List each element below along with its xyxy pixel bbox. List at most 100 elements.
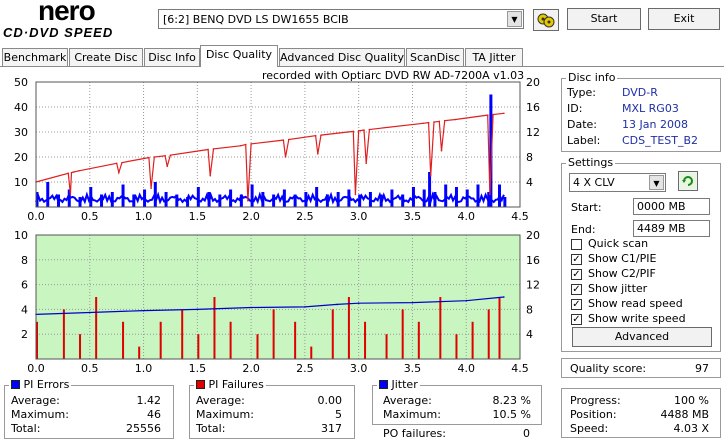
- y2-tick-label: 12: [526, 126, 540, 139]
- x-tick-label: 4.5: [511, 210, 529, 220]
- refresh-speeds-button[interactable]: [678, 171, 698, 191]
- data-point: [438, 120, 441, 123]
- tab-scandisc[interactable]: ScanDisc: [406, 48, 464, 66]
- x-tick-label: 4.5: [511, 362, 529, 373]
- pi-errors-legend-icon: [11, 380, 20, 389]
- tab-create-disc[interactable]: Create Disc: [69, 48, 143, 66]
- y-tick-label: 6: [21, 279, 28, 292]
- disc-label-label: Label:: [567, 134, 601, 147]
- pi-errors-average: 1.42: [136, 394, 162, 407]
- settings-title: Settings: [566, 156, 616, 169]
- pi-errors-title: PI Errors: [23, 378, 70, 391]
- data-point: [118, 171, 120, 174]
- data-point: [247, 199, 249, 202]
- tab-bar: Benchmark Create Disc Disc Info Disc Qua…: [2, 45, 722, 67]
- pi-errors-group: PI Errors Average: 1.42 Maximum: 46 Tota…: [4, 378, 174, 439]
- pi-errors-maximum-label: Maximum:: [11, 408, 69, 421]
- data-point: [67, 172, 70, 175]
- data-point: [244, 143, 247, 146]
- data-point: [196, 308, 199, 311]
- disc-info-title: Disc info: [566, 71, 618, 84]
- checkbox-label: Quick scan: [588, 237, 649, 250]
- x-tick-label: 2.5: [296, 362, 314, 373]
- pi-failures-group: PI Failures Average: 0.00 Maximum: 5 Tot…: [189, 378, 355, 439]
- data-point: [287, 138, 290, 141]
- y2-tick-label: 8: [526, 303, 533, 316]
- drive-select[interactable]: [6:2] BENQ DVD LS DW1655 BCIB ▼: [158, 9, 524, 29]
- disc-info-group: Disc info Type: DVD-R ID: MXL RG03 Date:…: [561, 71, 721, 152]
- checkbox[interactable]: ✓: [571, 254, 582, 265]
- y-tick-label: 4: [21, 303, 28, 316]
- checkbox-label: Show C1/PIE: [588, 252, 657, 265]
- data-point: [69, 193, 72, 196]
- start-button[interactable]: Start: [567, 8, 641, 30]
- speed-value: 4.03 X: [673, 422, 709, 435]
- checkbox[interactable]: ✓: [571, 284, 582, 295]
- y2-tick-label: 8: [526, 151, 533, 164]
- pi-errors-total: 25556: [126, 422, 161, 435]
- speed-chevron-down-icon[interactable]: ▼: [649, 175, 664, 190]
- checkbox[interactable]: ✓: [571, 299, 582, 310]
- nero-logo: nero: [38, 0, 96, 26]
- y2-tick-label: 16: [526, 254, 540, 267]
- tab-ta-jitter[interactable]: TA Jitter: [465, 48, 523, 66]
- x-tick-label: 2.0: [242, 362, 260, 373]
- jitter-maximum: 10.5 %: [492, 408, 531, 421]
- x-tick-label: 0.0: [27, 210, 45, 220]
- checkbox[interactable]: ✓: [571, 314, 582, 325]
- y2-tick-label: 16: [526, 101, 540, 114]
- checkbox[interactable]: [571, 239, 582, 250]
- speed-label: Speed:: [570, 422, 609, 435]
- x-tick-label: 3.5: [404, 210, 422, 220]
- drive-refresh-button[interactable]: [533, 9, 559, 31]
- disc-date-value: 13 Jan 2008: [622, 118, 688, 131]
- jitter-average-label: Average:: [383, 394, 432, 407]
- pi-failures-title: PI Failures: [208, 378, 264, 391]
- tab-disc-info[interactable]: Disc Info: [144, 48, 200, 66]
- disc-id-label: ID:: [567, 102, 583, 115]
- data-point: [250, 306, 252, 309]
- tab-disc-quality[interactable]: Disc Quality: [200, 45, 278, 67]
- jitter-legend-icon: [379, 380, 388, 389]
- plot-area: [36, 82, 520, 207]
- data-point: [284, 156, 287, 158]
- speed-select[interactable]: 4 X CLV ▼: [569, 173, 666, 192]
- data-point: [88, 311, 91, 314]
- jitter-title: Jitter: [391, 378, 418, 391]
- x-tick-label: 3.0: [350, 210, 368, 220]
- data-point: [282, 139, 285, 141]
- advanced-button[interactable]: Advanced: [572, 327, 712, 347]
- chevron-down-icon[interactable]: ▼: [507, 11, 522, 27]
- tab-benchmark[interactable]: Benchmark: [2, 48, 68, 66]
- x-tick-label: 1.0: [135, 210, 153, 220]
- x-tick-label: 0.0: [27, 362, 45, 373]
- data-point: [153, 156, 156, 158]
- data-point: [503, 112, 505, 115]
- y-tick-label: 20: [14, 151, 28, 164]
- data-point: [443, 119, 446, 122]
- position-value: 4488 MB: [660, 408, 709, 421]
- pie-noise-band: [35, 191, 505, 206]
- data-point: [433, 121, 435, 123]
- data-point: [363, 129, 365, 131]
- data-point: [411, 301, 414, 304]
- position-label: Position:: [570, 408, 617, 421]
- end-field[interactable]: 4489 MB: [633, 220, 710, 237]
- x-tick-label: 1.5: [189, 210, 207, 220]
- tab-divider: [0, 66, 724, 67]
- pi-failures-legend-icon: [196, 380, 205, 389]
- x-tick-label: 4.0: [457, 362, 475, 373]
- start-field[interactable]: 0000 MB: [633, 198, 710, 215]
- checkbox[interactable]: ✓: [571, 269, 582, 280]
- x-tick-label: 1.5: [189, 362, 207, 373]
- pi-errors-average-label: Average:: [11, 394, 60, 407]
- data-point: [352, 130, 355, 133]
- y-tick-label: 30: [14, 126, 28, 139]
- data-point: [239, 144, 242, 147]
- data-point: [166, 165, 169, 168]
- data-point: [164, 154, 166, 157]
- tab-advanced-disc-quality[interactable]: Advanced Disc Quality: [279, 48, 405, 66]
- progress-value: 100 %: [674, 394, 709, 407]
- pi-failures-total-label: Total:: [196, 422, 226, 435]
- exit-button[interactable]: Exit: [648, 8, 720, 30]
